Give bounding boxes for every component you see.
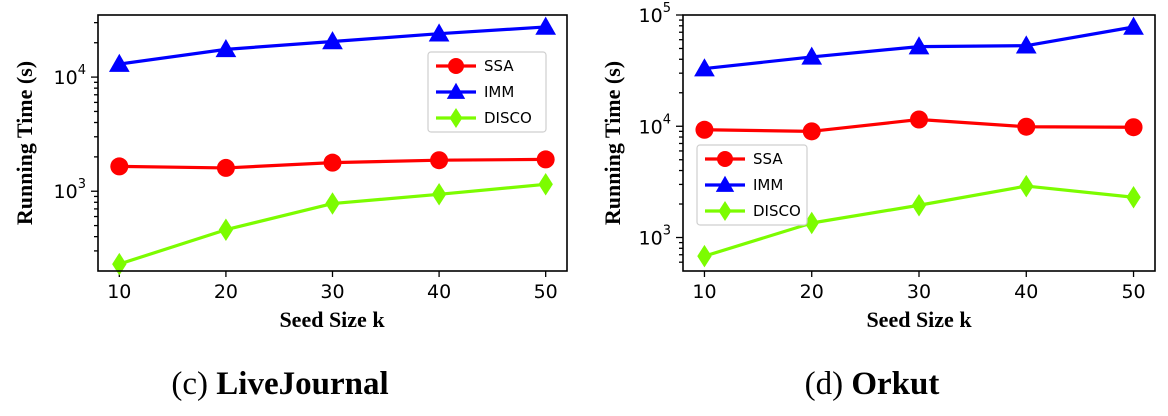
x-axis-title: Seed Size k — [279, 307, 385, 332]
chart-orkut: 10 20 30 40 50 103 104 105 SSA IMM DISCO Seed Size… — [600, 1, 1156, 402]
data-point-disco — [1126, 186, 1141, 209]
axes-frame — [97, 14, 568, 272]
data-point-ssa — [323, 153, 342, 172]
data-point-disco — [218, 218, 234, 241]
data-point-disco — [911, 193, 927, 217]
data-point-ssa — [430, 151, 449, 170]
x-tick-label: 50 — [534, 281, 558, 303]
data-point-disco — [112, 252, 127, 276]
axes-frame — [682, 14, 1156, 272]
plot-area: 10 20 30 40 50 103 104 SSA IMM DISCO — [54, 16, 558, 303]
data-point-disco — [697, 244, 712, 268]
caption-dataset: Orkut — [851, 366, 939, 402]
legend-label-disco: DISCO — [753, 202, 801, 220]
data-point-ssa — [910, 110, 928, 129]
x-tick-label: 40 — [427, 281, 451, 303]
x-tick-label: 40 — [1014, 281, 1038, 303]
x-axis-title: Seed Size k — [866, 307, 972, 332]
x-tick-label: 20 — [800, 281, 824, 303]
y-tick-label: 103 — [639, 224, 671, 250]
data-point-disco — [431, 183, 447, 206]
legend-marker-imm — [715, 175, 735, 192]
data-point-imm — [908, 36, 930, 55]
y-tick-label: 104 — [639, 112, 671, 138]
caption-dataset: LiveJournal — [216, 366, 388, 402]
data-point-ssa — [1124, 118, 1143, 137]
y-axis-title: Running Time (s) — [600, 61, 625, 225]
legend-label-disco: DISCO — [484, 109, 532, 127]
y-tick-label: 103 — [54, 177, 86, 203]
data-point-disco — [1019, 174, 1034, 198]
x-tick-label: 30 — [907, 281, 931, 303]
x-tick-label: 20 — [214, 281, 238, 303]
caption-label: (c) — [171, 366, 208, 402]
data-point-ssa — [110, 157, 129, 176]
data-point-ssa — [1017, 117, 1036, 136]
caption-label: (d) — [805, 366, 843, 402]
data-point-imm — [1015, 35, 1037, 54]
legend-marker-ssa — [448, 58, 464, 74]
data-point-disco — [538, 173, 553, 196]
data-point-ssa — [536, 150, 555, 169]
y-tick-label: 104 — [54, 63, 86, 89]
y-axis-title: Running Time (s) — [12, 61, 37, 225]
data-point-ssa — [695, 120, 714, 139]
data-point-ssa — [216, 158, 235, 177]
data-point-imm — [801, 46, 823, 65]
legend: SSA IMM DISCO — [427, 51, 547, 133]
legend-label-imm: IMM — [753, 176, 783, 194]
x-tick-label: 30 — [320, 281, 344, 303]
legend-marker-imm — [446, 82, 466, 99]
subfigure-caption: (c) LiveJournal — [171, 366, 388, 402]
data-point-imm — [535, 16, 557, 35]
legend-label-ssa: SSA — [484, 57, 514, 75]
legend-marker-disco — [718, 201, 732, 221]
data-point-disco — [804, 211, 819, 235]
y-tick-label: 105 — [639, 1, 671, 27]
data-point-imm — [694, 58, 715, 77]
data-point-disco — [325, 192, 340, 215]
subfigure-caption: (d) Orkut — [805, 366, 940, 402]
data-point-imm — [322, 31, 343, 50]
legend-label-ssa: SSA — [753, 150, 783, 168]
legend: SSA IMM DISCO — [696, 144, 808, 226]
data-point-imm — [428, 23, 450, 42]
data-point-imm — [108, 53, 130, 72]
legend-label-imm: IMM — [484, 83, 514, 101]
data-point-imm — [215, 39, 237, 58]
plot-area: 10 20 30 40 50 103 104 105 SSA IMM DISCO — [639, 1, 1146, 303]
legend-marker-disco — [449, 108, 463, 128]
x-tick-label: 50 — [1121, 281, 1145, 303]
x-tick-label: 10 — [692, 281, 716, 303]
data-point-imm — [1123, 16, 1144, 35]
x-tick-label: 10 — [107, 281, 131, 303]
data-point-ssa — [802, 122, 821, 141]
legend-marker-ssa — [717, 151, 733, 167]
